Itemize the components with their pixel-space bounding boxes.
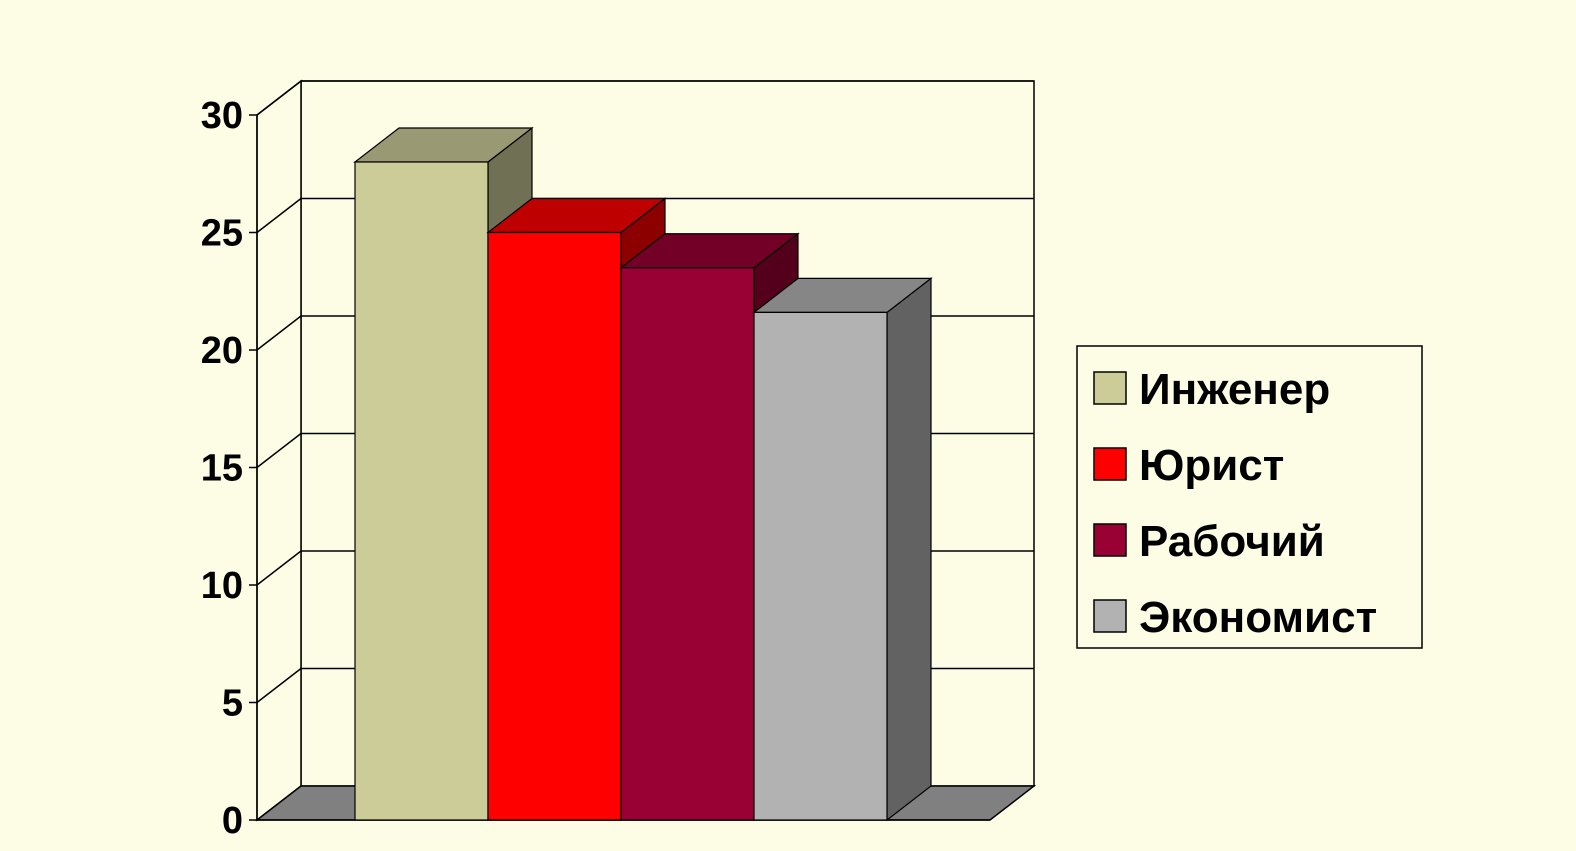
legend: Инженер Юрист Рабочий Экономист: [1076, 345, 1423, 649]
legend-item: Рабочий: [1093, 517, 1325, 566]
legend-label: Рабочий: [1139, 517, 1325, 566]
legend-item: Инженер: [1093, 365, 1330, 414]
bar-front: [620, 267, 755, 821]
legend-swatch: [1093, 371, 1127, 405]
gridline-side: [256, 197, 302, 234]
y-tick-label: 15: [201, 448, 243, 490]
y-tick-label: 10: [201, 565, 243, 607]
y-tick-label: 30: [201, 95, 243, 137]
gridline-side: [256, 550, 302, 586]
gridline-side: [256, 432, 302, 469]
legend-label: Инженер: [1139, 365, 1330, 414]
bar-front: [354, 161, 489, 821]
bars: [353, 126, 933, 822]
bar-front: [487, 231, 622, 821]
gridline-side: [256, 667, 302, 704]
legend-box: [1076, 345, 1423, 649]
legend-swatch: [1093, 447, 1127, 481]
legend-label: Юрист: [1139, 441, 1284, 490]
gridline-side: [256, 315, 302, 351]
bar-4: [752, 277, 933, 822]
bar-front: [753, 311, 888, 821]
y-tick-label: 0: [222, 800, 243, 842]
gridline-side: [256, 80, 302, 116]
y-tick-label: 5: [222, 683, 243, 725]
legend-item: Экономист: [1093, 593, 1377, 642]
bar-side: [886, 277, 932, 822]
y-tick-label: 20: [201, 330, 243, 372]
legend-swatch: [1093, 599, 1127, 633]
legend-item: Юрист: [1093, 441, 1284, 490]
y-tick-label: 25: [201, 213, 243, 255]
legend-swatch: [1093, 523, 1127, 557]
legend-label: Экономист: [1139, 593, 1377, 642]
